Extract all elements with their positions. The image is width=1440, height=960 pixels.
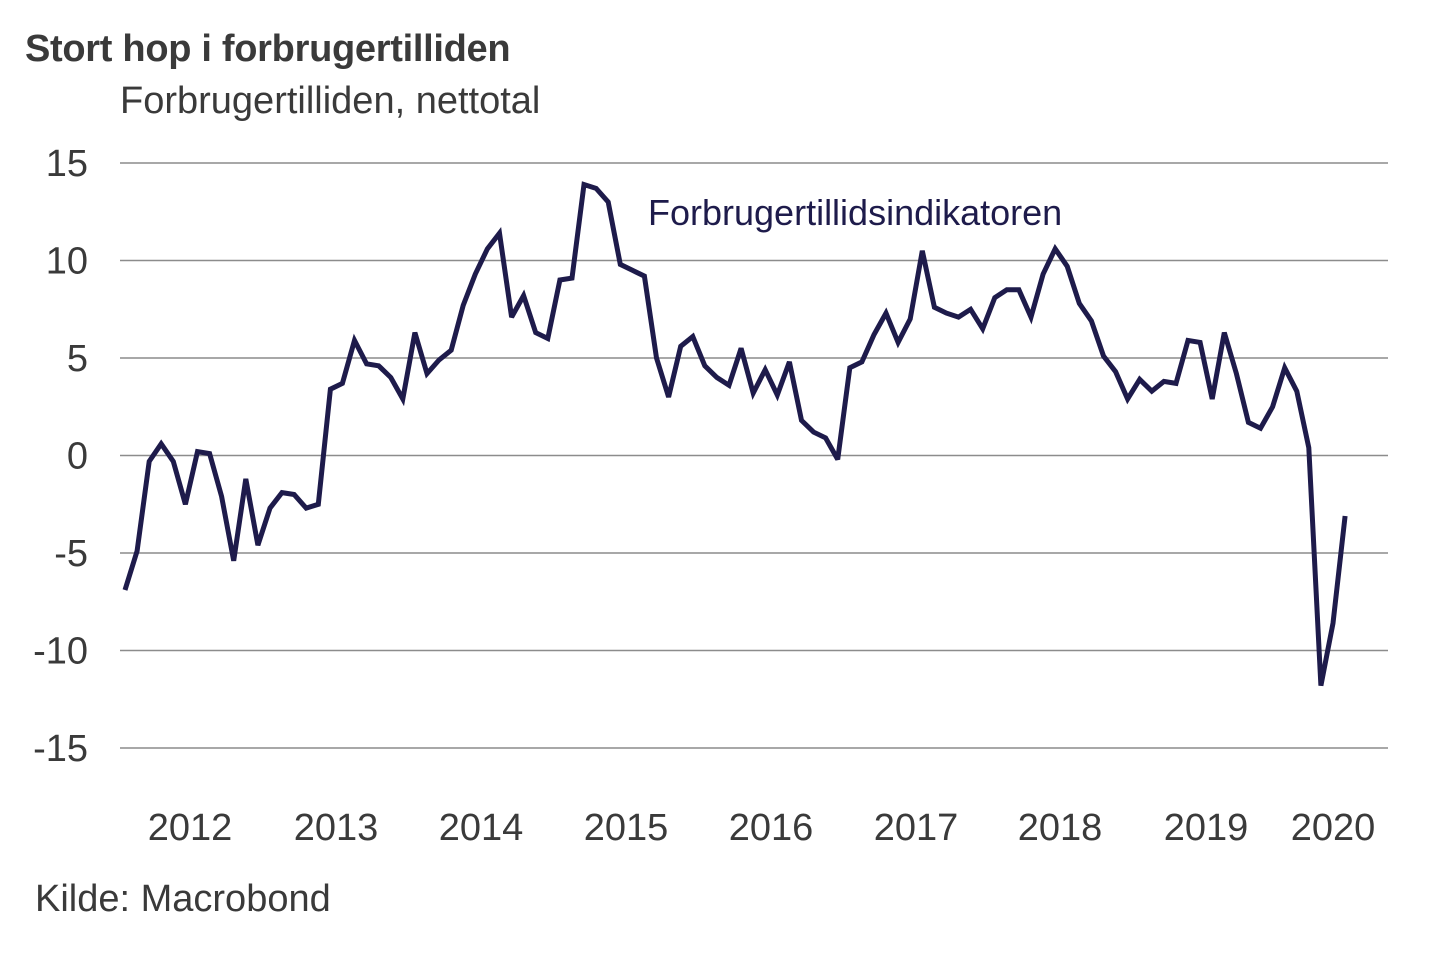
y-tick-label: -15 [33,728,88,770]
series-label: Forbrugertillidsindikatoren [648,192,1062,233]
x-tick-label: 2013 [294,807,379,849]
x-tick-label: 2020 [1291,807,1376,849]
series-group [122,181,1348,687]
source-note: Kilde: Macrobond [35,878,331,920]
x-tick-label: 2012 [148,807,233,849]
y-tick-label: 10 [46,241,88,283]
y-tick-label: 15 [46,143,88,185]
y-tick-label: 0 [67,436,88,478]
x-tick-label: 2019 [1164,807,1249,849]
x-tick-label: 2018 [1018,807,1103,849]
x-tick-label: 2015 [584,807,669,849]
y-tick-label: -5 [54,533,88,575]
y-tick-label: -10 [33,631,88,673]
gridlines [120,162,1388,749]
y-axis-ticks: 15 10 5 0 -5 -10 -15 [33,143,88,770]
series-line [122,181,1348,687]
x-tick-label: 2016 [729,807,814,849]
chart-title: Stort hop i forbrugertilliden [25,28,511,70]
x-tick-label: 2017 [874,807,959,849]
chart-subtitle: Forbrugertilliden, nettotal [120,80,541,122]
x-axis-ticks: 2012 2013 2014 2015 2016 2017 2018 2019 2020 [148,807,1376,849]
y-tick-label: 5 [67,338,88,380]
x-tick-label: 2014 [439,807,524,849]
